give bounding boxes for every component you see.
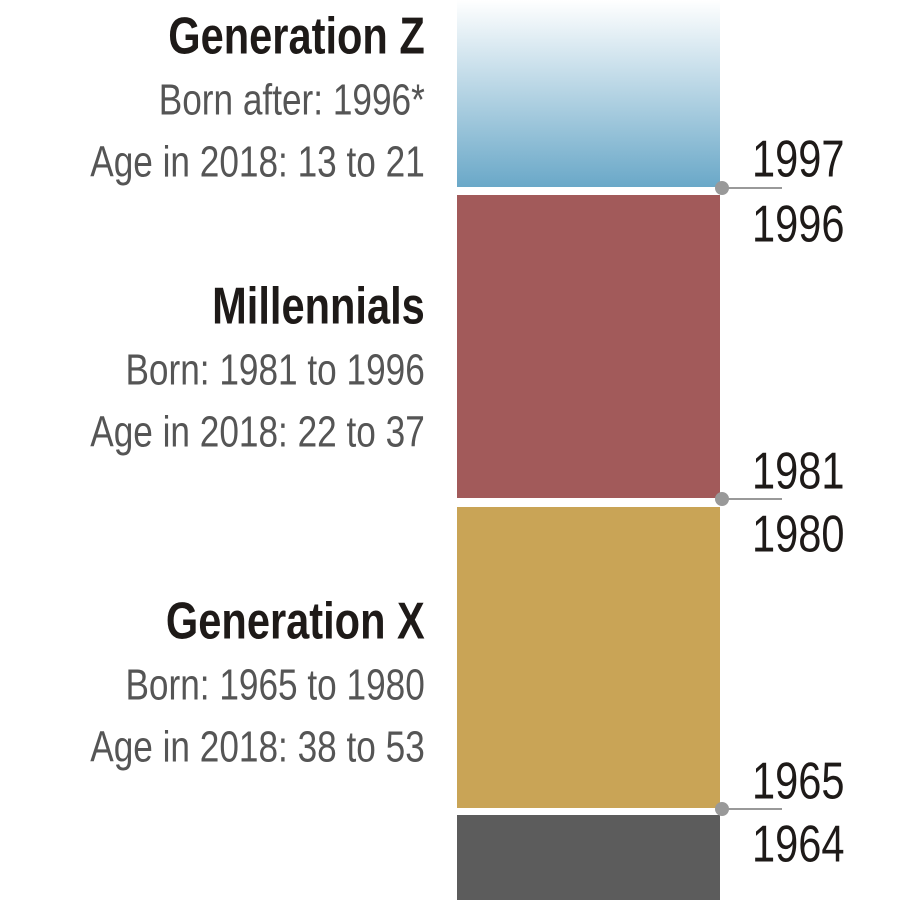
year-label: 1996 [752,194,845,253]
generation-name: Generation X [166,591,425,650]
gen-x-bar [457,507,720,808]
year-label: 1981 [752,441,845,500]
year-label: 1980 [752,504,845,563]
age-range: Age in 2018: 22 to 37 [90,408,425,457]
age-range: Age in 2018: 38 to 53 [90,723,425,772]
born-range: Born: 1965 to 1980 [125,661,424,710]
year-label: 1965 [752,751,845,810]
boundary-markers [715,181,782,816]
boomers-bar [457,815,720,900]
born-range: Born: 1981 to 1996 [125,346,424,395]
year-label: 1964 [752,814,845,873]
born-range: Born after: 1996* [159,76,425,125]
generation-name: Millennials [212,276,425,335]
boundary-years: 1997 1996 1981 1980 1965 1964 [752,129,845,873]
age-range: Age in 2018: 13 to 21 [90,138,425,187]
gen-z-bar [457,0,720,187]
millennials-bar [457,195,720,498]
generation-name: Generation Z [168,6,425,65]
year-label: 1997 [752,129,845,188]
generation-labels: Generation Z Born after: 1996* Age in 20… [90,6,425,771]
